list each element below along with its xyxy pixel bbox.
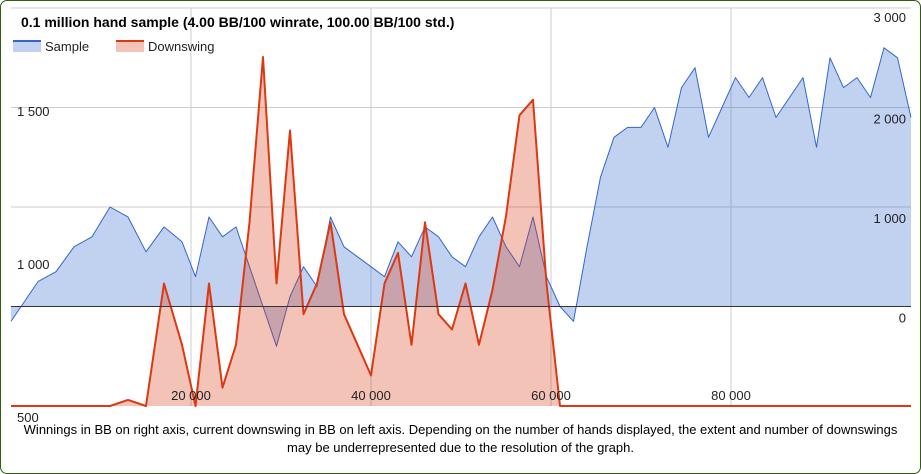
tick-labels: 20 000 40 000 60 000 80 000 500 1 000 1 500 0 1 … xyxy=(17,10,906,425)
chart-title: 0.1 million hand sample (4.00 BB/100 win… xyxy=(21,14,454,30)
right-tick-label-3: 3 000 xyxy=(873,10,906,25)
x-tick-label-3: 80 000 xyxy=(711,388,751,403)
right-tick-label-0: 0 xyxy=(899,311,906,326)
legend-swatch-downswing xyxy=(116,41,144,52)
left-tick-label-1: 1 000 xyxy=(17,257,50,272)
right-tick-label-2: 2 000 xyxy=(873,112,906,127)
series-area-downswing xyxy=(11,57,911,406)
x-tick-label-2: 60 000 xyxy=(531,388,571,403)
series-area-sample xyxy=(11,47,911,347)
right-tick-label-1: 1 000 xyxy=(873,211,906,226)
x-tick-label-0: 20 000 xyxy=(171,388,211,403)
legend[interactable]: Sample Downswing xyxy=(13,39,214,54)
series-areas xyxy=(10,47,912,407)
left-tick-label-0: 500 xyxy=(17,410,39,425)
left-tick-label-2: 1 500 xyxy=(17,104,50,119)
series-line-downswing xyxy=(11,56,911,407)
x-tick-label-1: 40 000 xyxy=(351,388,391,403)
legend-swatch-sample xyxy=(13,41,41,52)
legend-label-downswing: Downswing xyxy=(148,39,214,54)
legend-item-sample[interactable]: Sample xyxy=(13,39,89,54)
series-line-sample xyxy=(10,47,912,347)
legend-item-downswing[interactable]: Downswing xyxy=(116,39,214,54)
legend-label-sample: Sample xyxy=(45,39,89,54)
chart-caption: Winnings in BB on right axis, current do… xyxy=(23,422,898,455)
